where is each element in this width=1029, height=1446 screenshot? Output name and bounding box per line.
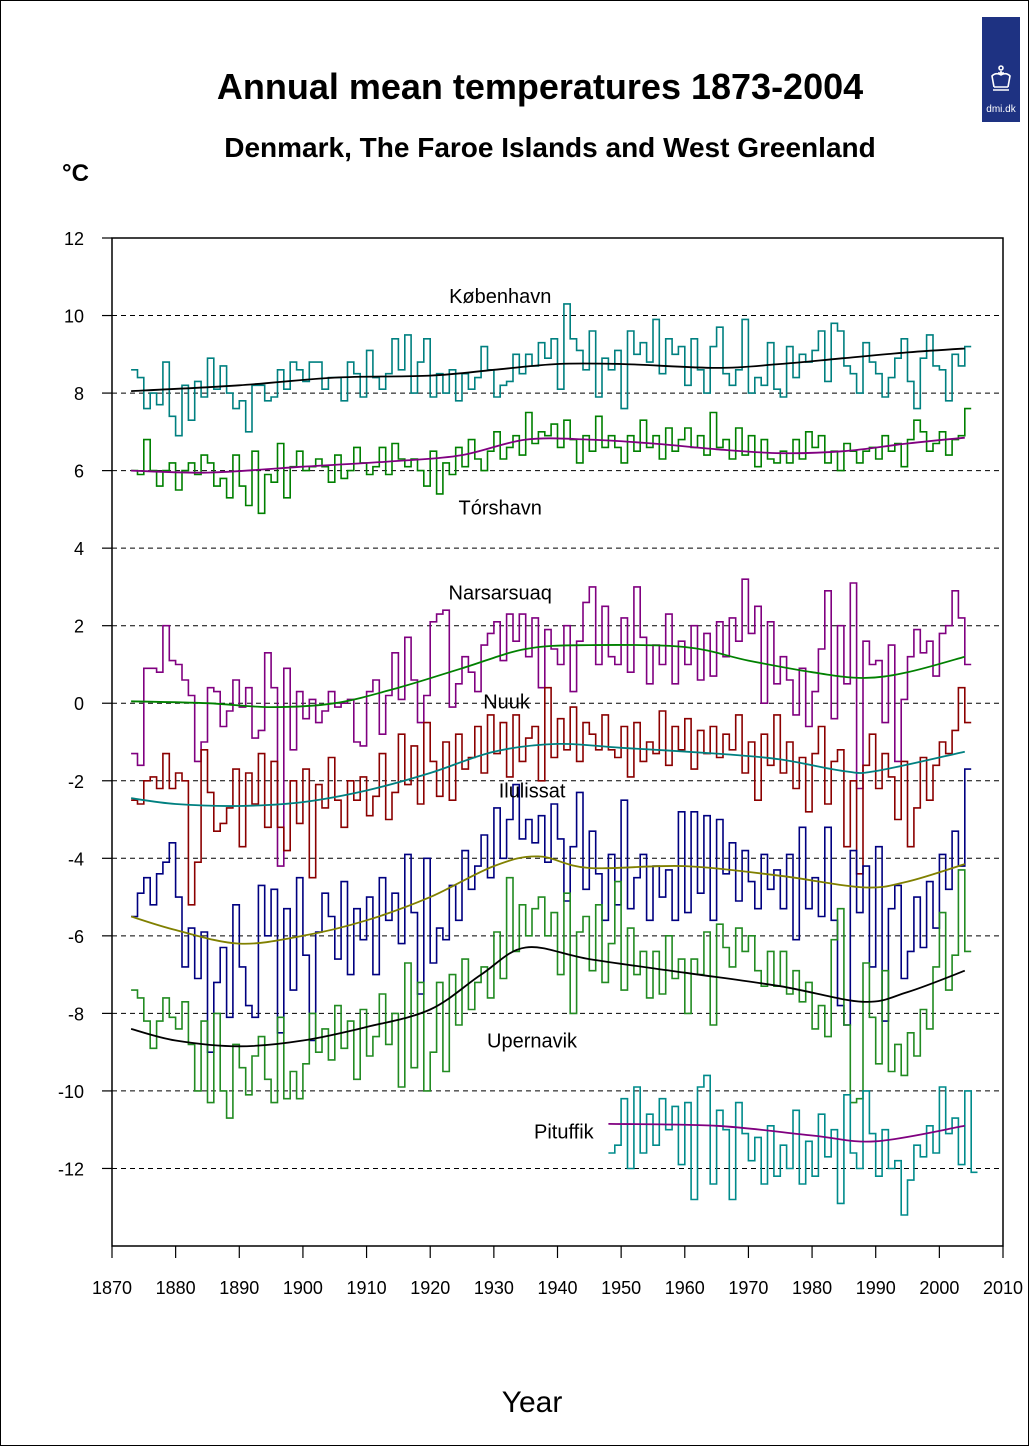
series-label-pituffik: Pituffik [534,1122,595,1144]
series-ilulissat-trend-line [130,855,966,945]
x-tick-label: 1900 [283,1278,323,1298]
x-tick-label: 1930 [474,1278,514,1298]
series-narsarsuaq-step-line [131,578,972,867]
x-tick-label: 1980 [792,1278,832,1298]
chart-title: Annual mean temperatures 1873-2004 [216,66,864,107]
x-tick-label: 1960 [665,1278,705,1298]
series-pituffik-step-line [608,1074,978,1216]
series-nuuk-trend-line [130,742,965,807]
y-tick-label: 12 [64,229,84,249]
y-axis-unit: °C [62,160,89,187]
series-upernavik-step-line [131,869,972,1119]
x-tick-label: 1970 [728,1278,768,1298]
series-k-benhavn-trend-line [131,347,965,392]
series-ilulissat-step-line [131,768,972,1053]
series-label-t-rshavn: Tórshavn [459,497,542,519]
series-t-rshavn-trend-line [131,436,965,474]
series-narsarsuaq-trend-line [131,643,966,709]
series-label-k-benhavn: København [449,286,551,308]
y-tick-label: 10 [64,307,84,327]
series-layer [130,303,978,1216]
x-tick-label: 1880 [156,1278,196,1298]
series-k-benhavn-step-line [131,303,972,437]
x-tick-label: 2000 [919,1278,959,1298]
crown-icon [991,65,1011,91]
series-pituffik-trend-line [608,1123,965,1143]
x-tick-label: 1990 [856,1278,896,1298]
y-tick-label: 6 [74,462,84,482]
y-tick-label: -10 [58,1082,84,1102]
y-tick-label: 0 [74,694,84,714]
x-tick-label: 2010 [983,1278,1023,1298]
series-label-nuuk: Nuuk [483,691,531,713]
y-tick-label: -6 [68,927,84,947]
chart-subtitle: Denmark, The Faroe Islands and West Gree… [224,132,876,163]
x-tick-label: 1870 [92,1278,132,1298]
axes: -12 -10 -8 -6 -4 -2 0 2 4 6 8 10 12 1870 1880 1890 1900 1… [58,229,1023,1298]
dmi-logo: dmi.dk [982,17,1020,122]
series-nuuk-step-line [131,686,972,906]
y-tick-label: 8 [74,384,84,404]
y-tick-label: -12 [58,1159,84,1179]
series-label-ilulissat: Ilulissat [499,780,566,802]
y-tick-label: -4 [68,849,84,869]
x-axis-label: Year [502,1386,563,1419]
x-tick-label: 1890 [219,1278,259,1298]
x-tick-label: 1940 [537,1278,577,1298]
series-label-narsarsuaq: Narsarsuaq [449,583,552,605]
series-upernavik-trend-line [130,946,966,1048]
y-tick-label: 4 [74,539,84,559]
x-tick-label: 1950 [601,1278,641,1298]
y-tick-label: -8 [68,1004,84,1024]
x-tick-label: 1910 [347,1278,387,1298]
y-tick-label: -2 [68,772,84,792]
logo-text: dmi.dk [986,104,1016,115]
y-tick-label: 2 [74,617,84,637]
series-t-rshavn-step-line [131,407,972,515]
x-tick-label: 1920 [410,1278,450,1298]
series-label-upernavik: Upernavik [487,1031,578,1053]
series-labels: København Tórshavn Narsarsuaq Nuuk Ilulissat… [449,286,595,1143]
